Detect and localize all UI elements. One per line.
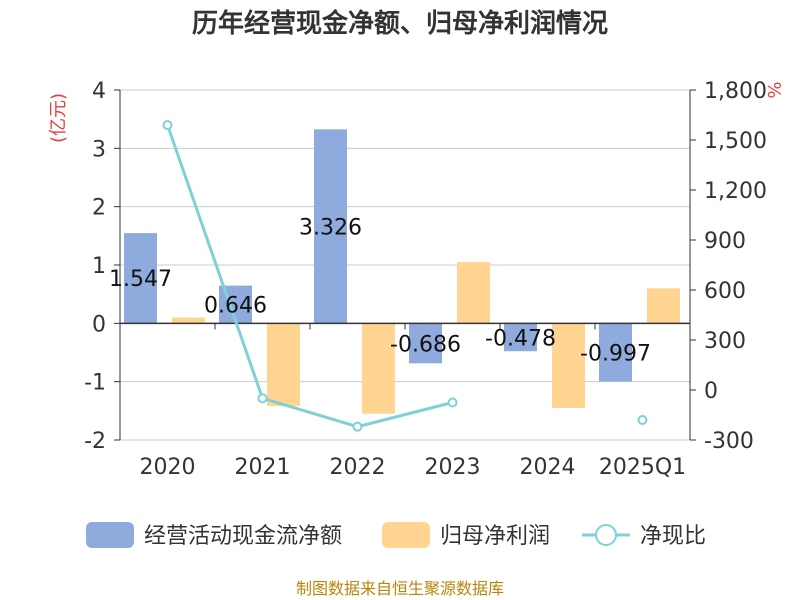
net-profit-bar: [172, 317, 205, 324]
legend-swatch: [382, 522, 430, 548]
gridlines: [120, 89, 690, 441]
cash-flow-data-label: 3.326: [299, 215, 362, 240]
source-note: 制图数据来自恒生聚源数据库: [296, 579, 504, 598]
right-tick-label: 300: [704, 329, 746, 354]
net-profit-bar: [552, 323, 585, 408]
right-tick-label: 600: [704, 279, 746, 304]
left-tick-label: 1: [92, 254, 106, 279]
x-tick-label: 2021: [235, 455, 291, 480]
right-tick-label: 1,800: [704, 79, 767, 104]
x-tick-label: 2024: [520, 455, 576, 480]
cash-flow-data-label: -0.686: [390, 332, 461, 357]
left-axis-unit: (亿元): [48, 93, 69, 143]
cash-flow-bar: [409, 323, 442, 364]
cash-flow-data-label: -0.997: [580, 341, 651, 366]
legend-label: 归母净利润: [440, 524, 550, 549]
right-tick-label: -300: [704, 429, 754, 454]
ratio-line-path: [166, 124, 453, 429]
net-profit-bar: [267, 323, 300, 407]
left-tick-label: 2: [92, 196, 106, 221]
ratio-point: [447, 397, 458, 408]
legend-label: 经营活动现金流净额: [144, 524, 342, 549]
cash-flow-bar: [504, 323, 537, 352]
left-tick-label: 0: [92, 312, 106, 337]
x-tick-label: 2023: [425, 455, 481, 480]
left-tick-label: 4: [92, 79, 106, 104]
legend: 经营活动现金流净额 归母净利润 净现比: [86, 522, 706, 549]
bars: [124, 129, 680, 414]
cash-flow-bar: [124, 233, 157, 324]
ratio-point: [162, 120, 173, 130]
legend-label: 净现比: [640, 524, 706, 549]
cash-flow-data-label: 1.547: [109, 267, 172, 292]
ratio-point: [257, 393, 268, 404]
net-profit-bar: [647, 288, 680, 324]
right-tick-label: 1,500: [704, 129, 767, 154]
cash-flow-data-label: 0.646: [204, 293, 267, 318]
right-tick-label: 900: [704, 229, 746, 254]
legend-swatch: [86, 522, 134, 548]
legend-marker: [595, 524, 617, 546]
right-axis-unit: %: [763, 81, 784, 98]
x-tick-label: 2022: [330, 455, 386, 480]
right-tick-label: 1,200: [704, 179, 767, 204]
chart-title: 历年经营现金净额、归母净利润情况: [192, 8, 608, 39]
ratio-point: [637, 415, 648, 425]
cash-flow-data-label: -0.478: [485, 326, 556, 351]
axes: 4 3 2 1 0 -1 -2 1,800 1,500 1,200 900 600 300 0 -300 20…: [84, 79, 767, 480]
net-profit-bar: [457, 262, 490, 324]
left-tick-label: -2: [84, 429, 106, 454]
right-tick-label: 0: [704, 379, 718, 404]
cash-flow-bar: [314, 129, 347, 324]
left-tick-label: -1: [84, 371, 106, 396]
left-tick-label: 3: [92, 137, 106, 162]
net-profit-bar: [362, 323, 395, 414]
data-labels: 1.547 0.646 3.326 -0.686 -0.478 -0.997: [109, 215, 651, 366]
x-tick-label: 2020: [140, 455, 196, 480]
ratio-point: [352, 421, 363, 432]
cash-flow-bar: [599, 323, 632, 382]
x-tick-label: 2025Q1: [599, 455, 686, 480]
ratio-line: [162, 120, 648, 432]
